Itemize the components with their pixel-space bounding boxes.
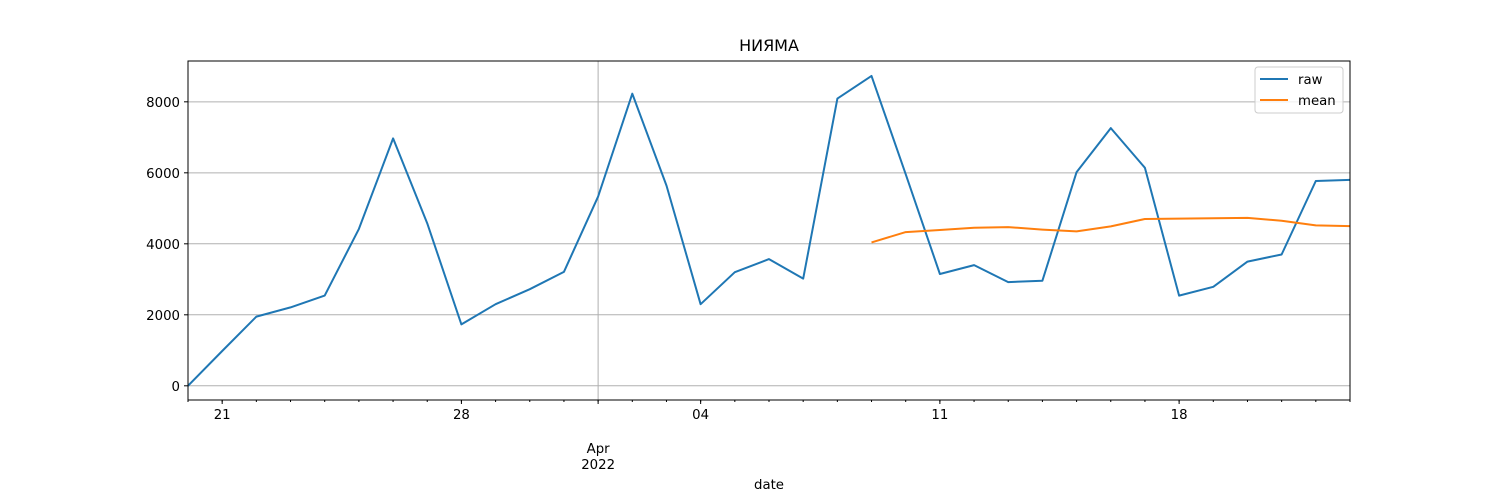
x-tick-label: 11 bbox=[931, 408, 948, 423]
y-tick-label: 2000 bbox=[146, 309, 180, 324]
x-tick-label: 21 bbox=[214, 408, 231, 423]
legend-label-raw: raw bbox=[1298, 73, 1323, 88]
x-tick-label: 18 bbox=[1171, 408, 1188, 423]
x-month-label: Apr bbox=[587, 442, 611, 457]
y-tick-label: 4000 bbox=[146, 238, 180, 253]
x-year-label: 2022 bbox=[581, 458, 615, 473]
x-axis-label: date bbox=[754, 478, 784, 493]
grid bbox=[188, 61, 1350, 400]
x-tick-label: 28 bbox=[453, 408, 470, 423]
legend: raw mean bbox=[1254, 66, 1344, 114]
chart-title: НИЯМА bbox=[739, 36, 799, 55]
legend-label-mean: mean bbox=[1298, 94, 1336, 109]
series-line-raw bbox=[188, 74, 1350, 387]
series-group bbox=[188, 74, 1350, 387]
x-tick-label: 04 bbox=[692, 408, 709, 423]
series-line-mean bbox=[871, 216, 1350, 244]
y-tick-label: 8000 bbox=[146, 96, 180, 111]
y-axis: 0 2000 4000 6000 8000 bbox=[146, 96, 188, 395]
y-tick-label: 0 bbox=[172, 380, 180, 395]
y-tick-label: 6000 bbox=[146, 167, 180, 182]
